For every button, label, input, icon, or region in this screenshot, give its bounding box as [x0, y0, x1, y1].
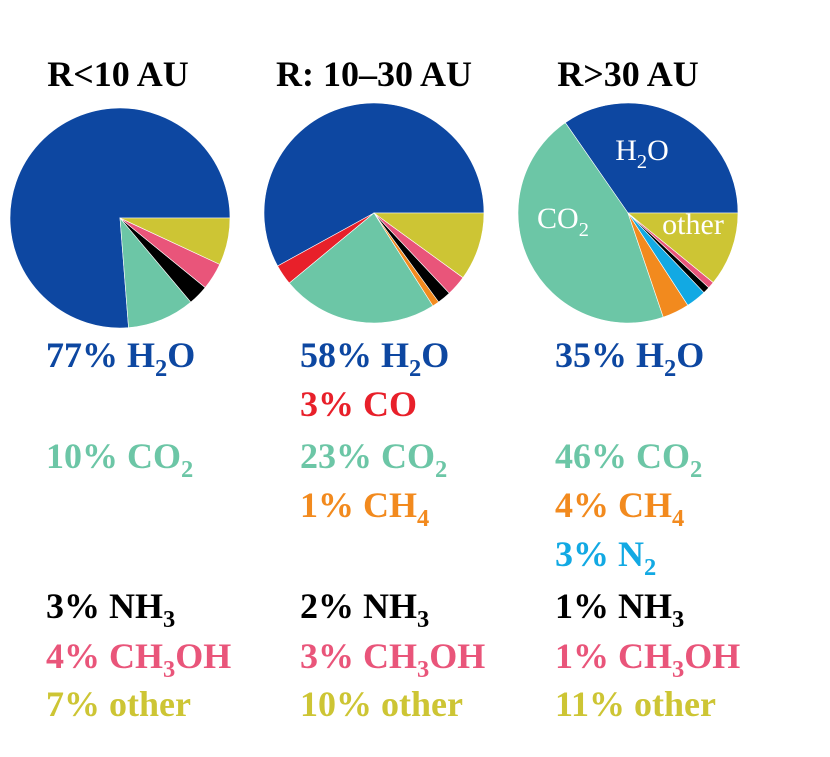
legend-entry-h2o: 58% H2O	[300, 335, 449, 382]
legend-entry-other: 11% other	[555, 684, 716, 724]
pie-slice-h2o	[564, 102, 739, 214]
slice-label-co2: CO2	[537, 202, 589, 241]
legend-entry-ch3oh: 3% CH3OH	[300, 636, 485, 683]
legend-entry-nh3: 2% NH3	[300, 586, 429, 633]
legend-entry-co2: 23% CO2	[300, 436, 447, 483]
legend-entry-co: 3% CO	[300, 384, 417, 424]
legend-entry-co2: 10% CO2	[46, 436, 193, 483]
legend-entry-h2o: 77% H2O	[46, 335, 195, 382]
slice-label-other: other	[662, 208, 724, 241]
panel-title: R<10 AU	[47, 54, 189, 94]
legend-entry-ch3oh: 4% CH3OH	[46, 636, 231, 683]
pie-slice-h2o	[263, 102, 485, 267]
legend-entry-nh3: 3% NH3	[46, 586, 175, 633]
pie-slice-co2	[517, 122, 664, 324]
legend-entry-co2: 46% CO2	[555, 436, 702, 483]
legend-entry-ch4: 1% CH4	[300, 485, 429, 532]
pie-slice-other	[373, 212, 485, 279]
panel-title: R: 10–30 AU	[276, 54, 472, 94]
legend-entry-n2: 3% N2	[555, 534, 656, 581]
slice-label-h2o: H2O	[615, 134, 669, 173]
legend-entry-h2o: 35% H2O	[555, 335, 704, 382]
legend-entry-nh3: 1% NH3	[555, 586, 684, 633]
legend-entry-other: 7% other	[46, 684, 191, 724]
panel-title: R>30 AU	[557, 54, 699, 94]
legend-entry-ch4: 4% CH4	[555, 485, 684, 532]
pie-slice-co2	[288, 212, 434, 324]
pie-slice-other	[627, 212, 739, 283]
legend-entry-ch3oh: 1% CH3OH	[555, 636, 740, 683]
pie-slice-other	[119, 217, 231, 265]
legend-entry-other: 10% other	[300, 684, 463, 724]
